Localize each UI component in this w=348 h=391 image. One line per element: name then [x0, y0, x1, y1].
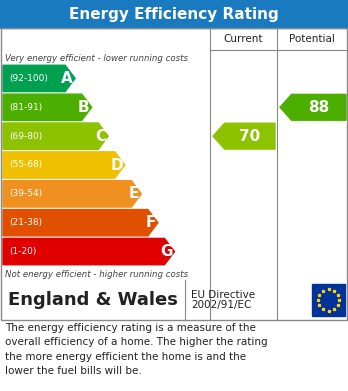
Polygon shape: [3, 210, 158, 236]
Text: Very energy efficient - lower running costs: Very energy efficient - lower running co…: [5, 54, 188, 63]
Text: Current: Current: [223, 34, 263, 44]
Text: EU Directive: EU Directive: [191, 290, 255, 300]
Text: E: E: [129, 187, 139, 201]
Text: D: D: [110, 158, 123, 172]
Polygon shape: [3, 123, 108, 149]
Text: A: A: [61, 71, 73, 86]
Text: The energy efficiency rating is a measure of the
overall efficiency of a home. T: The energy efficiency rating is a measur…: [5, 323, 268, 376]
Polygon shape: [3, 65, 75, 91]
Text: 70: 70: [239, 129, 260, 143]
Text: F: F: [145, 215, 156, 230]
Polygon shape: [3, 152, 125, 178]
Polygon shape: [3, 239, 174, 265]
Text: G: G: [160, 244, 173, 259]
Text: (1-20): (1-20): [9, 247, 37, 256]
Polygon shape: [3, 181, 141, 207]
Text: (39-54): (39-54): [9, 189, 42, 198]
Text: Potential: Potential: [289, 34, 335, 44]
Text: (55-68): (55-68): [9, 160, 42, 170]
Polygon shape: [280, 94, 346, 120]
Bar: [312, 284, 345, 316]
Text: Not energy efficient - higher running costs: Not energy efficient - higher running co…: [5, 270, 188, 279]
Text: (81-91): (81-91): [9, 103, 42, 112]
Text: (21-38): (21-38): [9, 218, 42, 227]
Text: (92-100): (92-100): [9, 74, 48, 83]
Text: B: B: [78, 100, 90, 115]
Polygon shape: [3, 94, 92, 120]
Bar: [1, 28, 347, 320]
Text: C: C: [95, 129, 106, 143]
Bar: [0, 0, 348, 28]
Text: Energy Efficiency Rating: Energy Efficiency Rating: [69, 7, 279, 22]
Text: (69-80): (69-80): [9, 132, 42, 141]
Text: England & Wales: England & Wales: [8, 291, 178, 309]
Text: 2002/91/EC: 2002/91/EC: [191, 300, 251, 310]
Polygon shape: [213, 123, 275, 149]
Text: 88: 88: [308, 100, 330, 115]
